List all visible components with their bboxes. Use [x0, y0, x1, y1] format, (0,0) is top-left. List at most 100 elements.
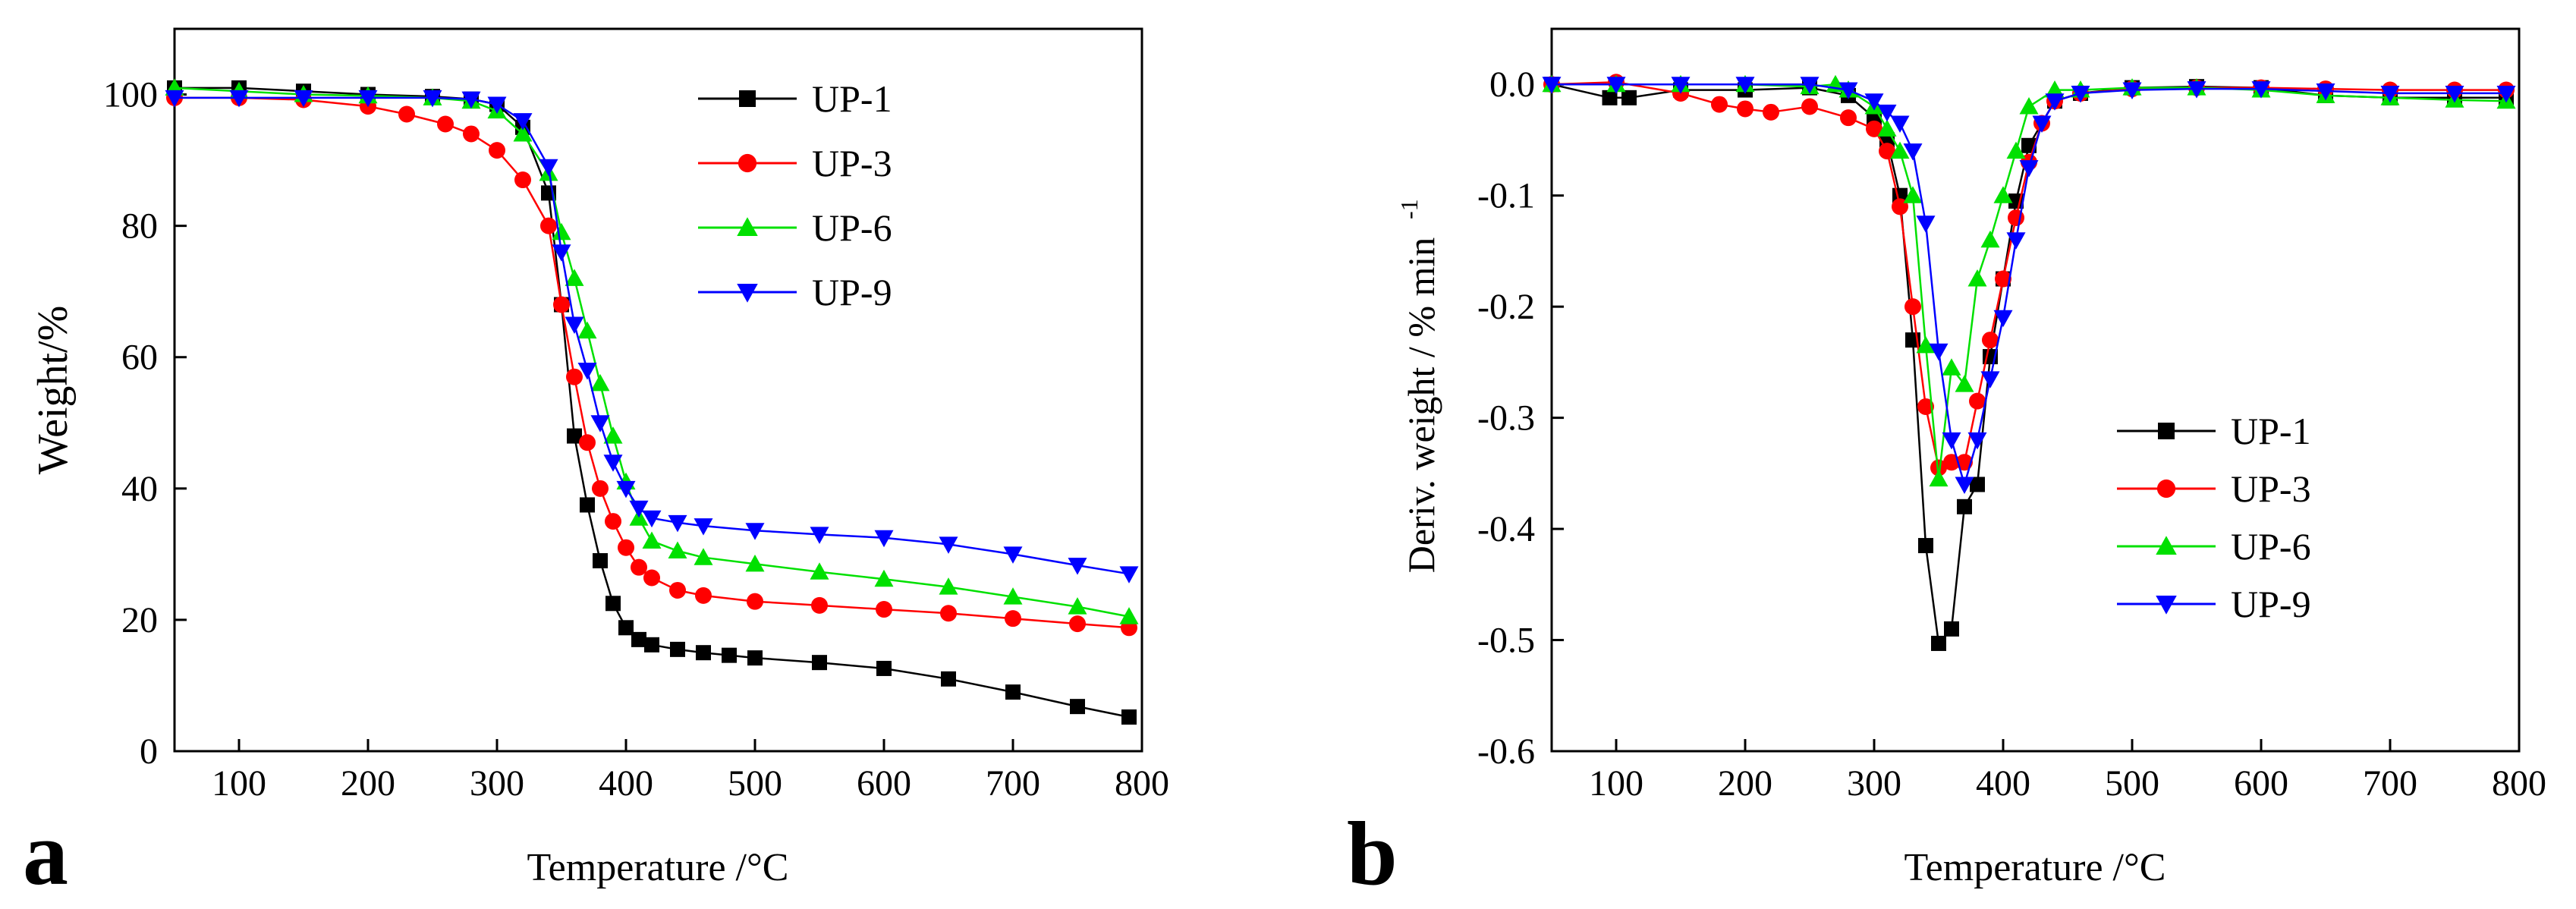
plot-frame-b: [1550, 27, 2521, 753]
legend-label-b-UP-9: UP-9: [2231, 583, 2311, 625]
data-point-a-UP-9-8: [539, 159, 558, 177]
legend-label-b-UP-1: UP-1: [2231, 410, 2311, 452]
legend-marker-a-UP-3: [738, 153, 757, 173]
data-point-b-UP-9-18: [2019, 160, 2039, 178]
data-point-a-UP-9-16: [642, 510, 662, 528]
x-axis-title-a: Temperature /°C: [527, 846, 789, 889]
data-point-b-UP-6-15: [1967, 269, 1987, 287]
data-point-a-UP-9-7: [513, 113, 533, 131]
panel-label-b: b: [1347, 803, 1398, 904]
data-point-b-UP-6-19: [2019, 97, 2039, 115]
data-point-a-UP-3-23: [940, 605, 957, 622]
x-tick-label-a-0: 100: [212, 763, 266, 804]
data-point-a-UP-3-18: [669, 581, 686, 599]
data-point-a-UP-6-22: [939, 577, 958, 595]
data-point-b-UP-1-12: [1931, 635, 1946, 651]
data-point-a-UP-6-16: [642, 531, 662, 549]
y-tick-label-b-0: 0.0: [1489, 64, 1535, 105]
y-tick-label-a-1: 20: [121, 600, 158, 640]
data-point-a-UP-3-9: [540, 217, 557, 234]
data-point-a-UP-3-6: [463, 125, 480, 143]
data-point-b-UP-9-0: [1542, 77, 1562, 94]
data-point-b-UP-3-9: [1879, 143, 1895, 160]
data-point-b-UP-3-17: [1982, 332, 1999, 349]
data-point-a-UP-1-10: [567, 428, 582, 444]
data-point-a-UP-1-12: [593, 553, 608, 569]
series-line-a-UP-9: [175, 96, 1130, 575]
data-point-b-UP-9-5: [1838, 82, 1858, 100]
data-point-b-UP-6-18: [2006, 141, 2026, 159]
x-tick-label-b-2: 300: [1847, 763, 1901, 804]
data-point-a-UP-6-7: [513, 124, 533, 142]
data-point-a-UP-9-6: [487, 96, 507, 115]
data-point-a-UP-1-18: [696, 645, 711, 661]
data-point-b-UP-3-18: [1995, 270, 2011, 288]
data-point-a-UP-6-18: [694, 548, 713, 565]
data-point-a-UP-3-25: [1069, 615, 1086, 633]
data-point-a-UP-9-4: [423, 90, 442, 108]
data-point-b-UP-3-16: [1969, 392, 1986, 410]
data-point-a-UP-9-14: [616, 480, 636, 499]
data-point-a-UP-1-11: [580, 497, 595, 513]
y-tick-label-b-4: -0.4: [1477, 509, 1535, 549]
legend-marker-b-UP-1: [2158, 423, 2175, 439]
data-point-a-UP-3-19: [695, 587, 712, 604]
y-tick-label-a-3: 60: [121, 338, 158, 378]
axes-a: 100 200 300 400 500 600 700 800 0 20 40 60 80 100: [103, 75, 1169, 804]
data-point-a-UP-6-23: [1003, 587, 1023, 605]
data-point-b-UP-3-11: [1904, 298, 1921, 316]
data-point-b-UP-3-13: [1930, 459, 1947, 477]
data-point-b-UP-9-11: [1929, 343, 1949, 361]
plot-frame-a: [173, 27, 1143, 753]
data-point-a-UP-3-10: [553, 296, 570, 313]
x-tick-label-b-3: 400: [1976, 763, 2030, 804]
x-tick-label-b-6: 700: [2363, 763, 2417, 804]
data-point-b-UP-3-4: [1737, 100, 1754, 118]
data-point-a-UP-3-12: [579, 434, 596, 451]
data-point-a-UP-9-10: [565, 316, 584, 334]
x-tick-label-b-0: 100: [1589, 763, 1643, 804]
data-point-a-UP-9-12: [590, 415, 610, 432]
data-point-b-UP-9-27: [2445, 85, 2464, 103]
data-point-b-UP-9-2: [1671, 77, 1691, 94]
data-point-b-UP-9-8: [1890, 115, 1910, 133]
data-point-a-UP-3-17: [643, 569, 660, 587]
data-point-a-UP-6-19: [745, 554, 765, 572]
data-point-a-UP-6-17: [668, 541, 687, 559]
data-point-b-UP-3-7: [1840, 109, 1857, 127]
data-point-b-UP-6-14: [1955, 375, 1974, 392]
data-point-b-UP-9-15: [1980, 371, 2000, 388]
data-point-a-UP-1-24: [1005, 684, 1021, 700]
data-point-a-UP-9-3: [358, 90, 378, 108]
data-point-a-UP-3-16: [631, 558, 647, 576]
data-point-b-UP-6-11: [1916, 335, 1936, 354]
data-point-a-UP-9-15: [629, 500, 649, 518]
panel-label-a: a: [23, 803, 68, 904]
legend-marker-b-UP-9: [2156, 596, 2177, 615]
data-point-a-UP-6-25: [1119, 607, 1139, 624]
data-point-a-UP-3-8: [514, 171, 531, 189]
legend-label-a-UP-6: UP-6: [812, 206, 892, 249]
data-point-a-UP-1-16: [644, 637, 659, 653]
y-tick-label-b-6: -0.6: [1477, 731, 1535, 772]
legend-marker-a-UP-6: [737, 217, 758, 236]
data-point-a-UP-6-9: [552, 222, 571, 241]
data-point-a-UP-9-18: [694, 518, 713, 536]
data-point-b-UP-6-16: [1980, 230, 2000, 248]
data-point-b-UP-6-9: [1890, 141, 1910, 159]
data-point-b-UP-9-14: [1967, 432, 1987, 450]
data-point-b-UP-6-17: [1993, 186, 2013, 203]
x-tick-label-a-1: 200: [341, 763, 395, 804]
data-point-b-UP-3-5: [1763, 103, 1779, 121]
data-point-a-UP-1-26: [1121, 709, 1137, 725]
data-point-b-UP-9-12: [1942, 432, 1961, 450]
data-point-a-UP-1-22: [876, 660, 892, 676]
data-point-b-UP-9-24: [2251, 81, 2271, 99]
data-point-a-UP-9-17: [668, 514, 687, 533]
data-point-a-UP-1-21: [812, 655, 827, 671]
y-tick-label-b-3: -0.3: [1477, 398, 1535, 439]
data-point-b-UP-9-10: [1916, 215, 1936, 233]
data-point-b-UP-3-6: [1801, 98, 1818, 115]
legend-label-b-UP-6: UP-6: [2231, 525, 2311, 568]
data-point-a-UP-9-22: [939, 536, 958, 554]
